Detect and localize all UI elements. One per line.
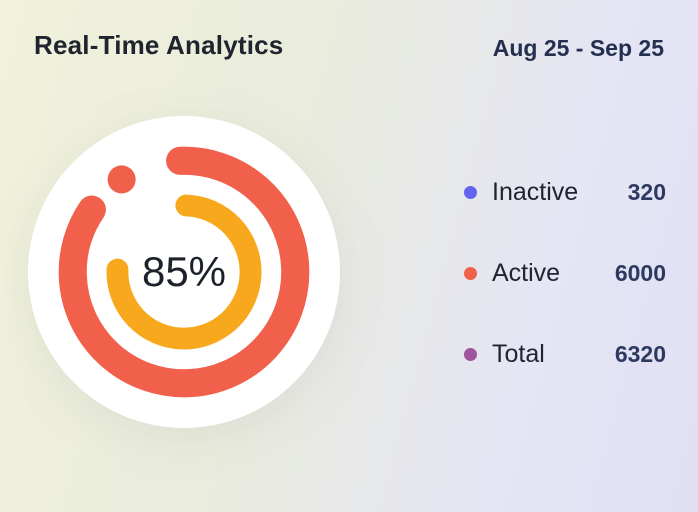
active-dot-icon: [464, 267, 477, 280]
legend-value: 320: [627, 179, 666, 205]
legend-value: 6000: [614, 260, 666, 286]
inner-ring-arc: [106, 194, 262, 350]
ring-start-dot: [107, 165, 136, 194]
outer-ring-arc: [58, 146, 310, 398]
legend-label: Active: [492, 259, 561, 287]
chart-legend: Inactive 320 Active 6000 Total 6320: [464, 178, 666, 369]
date-range-selector[interactable]: Aug 25 - Sep 25: [492, 35, 664, 61]
legend-item-active[interactable]: Active 6000: [464, 259, 666, 288]
page-title: Real-Time Analytics: [34, 30, 284, 60]
legend-label: Total: [492, 340, 545, 368]
donut-chart-svg: [28, 116, 340, 428]
legend-item-inactive[interactable]: Inactive 320: [464, 178, 666, 207]
total-dot-icon: [464, 348, 477, 361]
legend-label: Inactive: [492, 178, 579, 206]
inactive-dot-icon: [464, 186, 477, 199]
donut-chart: 85%: [28, 116, 340, 428]
legend-value: 6320: [614, 341, 666, 367]
legend-item-total[interactable]: Total 6320: [464, 340, 666, 369]
